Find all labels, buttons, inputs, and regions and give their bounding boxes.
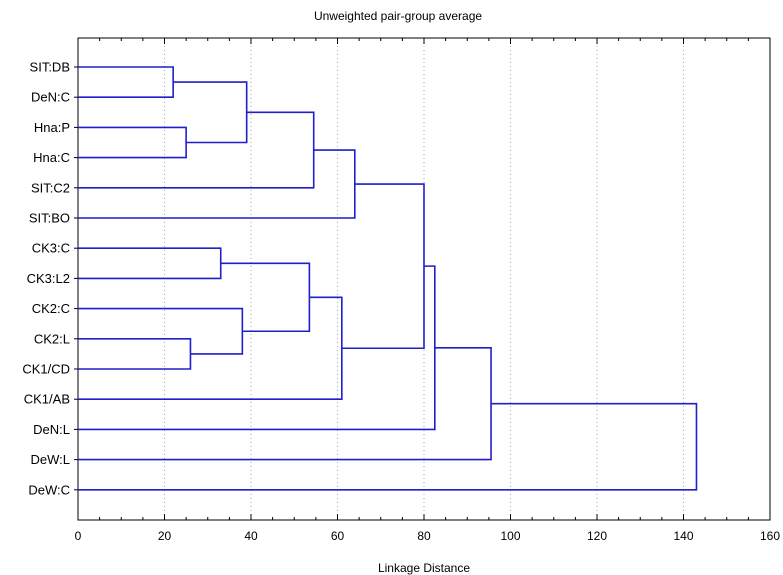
leaf-label: DeW:L xyxy=(31,452,71,467)
dendrogram-link xyxy=(78,247,222,280)
x-tick-label: 140 xyxy=(673,529,693,543)
leaf-label: DeW:C xyxy=(28,482,70,497)
x-tick-label: 160 xyxy=(760,529,780,543)
leaf-label: DeN:C xyxy=(31,90,70,105)
x-tick-label: 20 xyxy=(158,529,172,543)
leaf-labels: SIT:DB DeN:C Hna:P Hna:C SIT:C2 SIT:BO CK3:C CK… xyxy=(22,60,78,497)
x-tick-label: 60 xyxy=(331,529,345,543)
x-tick-label: 40 xyxy=(244,529,258,543)
leaf-label: CK1/AB xyxy=(24,392,70,407)
chart-title: Unweighted pair-group average xyxy=(314,9,482,23)
leaf-label: CK2:L xyxy=(34,331,70,346)
dendrogram-link xyxy=(78,402,698,491)
x-tick-label: 100 xyxy=(500,529,520,543)
leaf-label: CK3:L2 xyxy=(27,271,70,286)
x-axis-label: Linkage Distance xyxy=(378,561,470,575)
leaf-label: CK3:C xyxy=(32,241,70,256)
leaf-label: Hna:C xyxy=(33,150,70,165)
dendrogram-link xyxy=(78,346,492,461)
x-axis: 0 20 40 60 80 100 120 140 160 xyxy=(75,38,780,543)
dendrogram-link xyxy=(78,66,174,98)
leaf-label: SIT:C2 xyxy=(31,180,70,195)
dendrogram-link xyxy=(78,126,187,159)
dendrogram-link xyxy=(78,338,192,370)
leaf-label: SIT:BO xyxy=(29,211,70,226)
leaf-label: CK2:C xyxy=(32,301,70,316)
leaf-label: DeN:L xyxy=(33,422,70,437)
dendrogram-link xyxy=(220,262,311,333)
x-tick-label: 0 xyxy=(75,529,82,543)
dendrogram-link xyxy=(173,81,248,144)
dendrogram-link xyxy=(78,307,244,355)
x-tick-label: 120 xyxy=(587,529,607,543)
dendrogram-link xyxy=(78,296,343,400)
dendrogram-link xyxy=(78,111,315,189)
x-tick-label: 80 xyxy=(417,529,431,543)
leaf-label: SIT:DB xyxy=(30,60,70,75)
dendrogram-links xyxy=(78,66,698,491)
leaf-label: Hna:P xyxy=(34,120,70,135)
leaf-label: CK1/CD xyxy=(22,362,70,377)
